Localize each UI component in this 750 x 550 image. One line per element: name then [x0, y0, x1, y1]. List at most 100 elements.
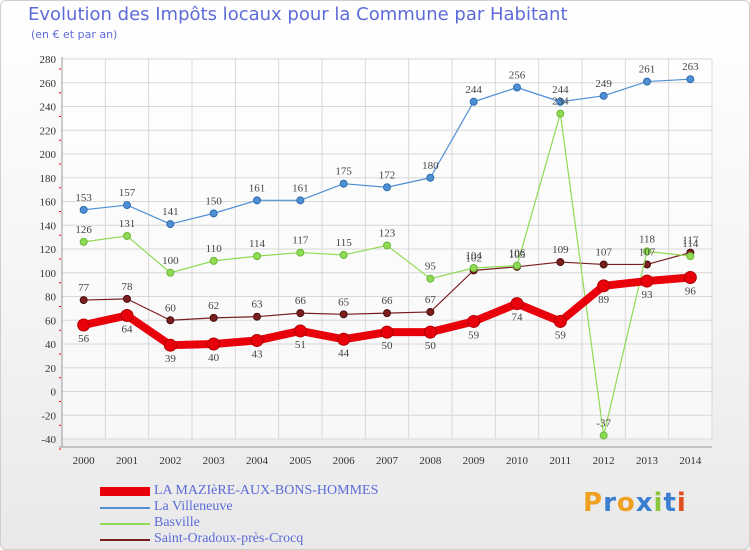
- data-label: -37: [596, 417, 611, 429]
- data-point: [166, 316, 175, 325]
- data-point: [123, 294, 131, 303]
- data-label: 59: [468, 329, 480, 341]
- data-label: 118: [639, 233, 656, 245]
- data-label: 106: [509, 248, 526, 260]
- legend-swatch: [100, 539, 150, 541]
- data-point: [643, 247, 651, 256]
- data-point: [209, 209, 218, 218]
- data-point: [207, 337, 221, 351]
- y-tick-label: 60: [45, 315, 57, 327]
- data-point: [339, 310, 348, 319]
- data-label: 153: [75, 192, 92, 204]
- data-label: 50: [425, 340, 437, 352]
- data-point: [79, 296, 88, 305]
- data-label: 109: [552, 244, 569, 256]
- data-label: 172: [379, 169, 396, 181]
- data-label: 62: [208, 300, 219, 312]
- x-tick-label: 2004: [246, 455, 269, 467]
- y-tick-label: 240: [40, 102, 57, 114]
- data-point: [599, 431, 608, 440]
- data-point: [643, 77, 651, 86]
- data-point: [339, 250, 348, 259]
- x-tick-label: 2002: [159, 455, 181, 467]
- y-tick-label: 180: [40, 173, 57, 185]
- y-tick-label: 140: [40, 220, 57, 232]
- data-label: 110: [206, 243, 223, 255]
- x-tick-label: 2007: [376, 455, 399, 467]
- data-point: [250, 333, 264, 347]
- data-label: 244: [465, 84, 482, 96]
- y-tick-label: 160: [40, 197, 57, 209]
- chart-subtitle: (en € et par an): [31, 28, 118, 41]
- legend-label: La Villeneuve: [154, 499, 233, 514]
- data-label: 74: [512, 312, 524, 324]
- data-point: [513, 83, 521, 92]
- data-label: 244: [552, 84, 569, 96]
- data-label: 66: [382, 295, 394, 307]
- data-label: 157: [119, 187, 136, 199]
- x-tick-label: 2001: [116, 455, 138, 467]
- data-point: [597, 279, 611, 293]
- data-point: [166, 268, 175, 277]
- y-tick-label: 200: [40, 149, 57, 161]
- data-point: [296, 248, 305, 257]
- data-point: [123, 231, 131, 240]
- data-label: 78: [122, 281, 134, 293]
- data-point: [686, 75, 695, 84]
- legend-swatch: [100, 523, 150, 525]
- data-point: [513, 261, 521, 270]
- legend-swatch: [100, 507, 150, 509]
- x-tick-label: 2011: [550, 455, 572, 467]
- data-point: [599, 260, 608, 269]
- y-tick-label: 100: [40, 268, 57, 280]
- data-label: 63: [252, 299, 264, 311]
- data-point: [163, 338, 177, 352]
- data-point: [253, 196, 261, 205]
- x-tick-label: 2009: [463, 455, 486, 467]
- data-point: [166, 220, 175, 229]
- data-label: 117: [292, 235, 309, 247]
- data-label: 51: [295, 339, 306, 351]
- data-point: [339, 179, 348, 188]
- data-point: [383, 241, 391, 250]
- data-label: 256: [509, 70, 526, 82]
- logo-letter: P: [583, 488, 604, 518]
- data-label: 180: [422, 160, 439, 172]
- legend-label: Saint-Oradoux-près-Crocq: [154, 531, 304, 546]
- x-tick-label: 2008: [419, 455, 442, 467]
- data-label: 39: [165, 353, 177, 365]
- data-point: [123, 201, 131, 210]
- legend-label: Basville: [154, 515, 200, 530]
- data-label: 50: [382, 340, 394, 352]
- data-point: [383, 309, 391, 318]
- data-point: [599, 91, 608, 100]
- data-point: [426, 274, 435, 283]
- data-label: 77: [78, 282, 90, 294]
- logo-letter: t: [663, 488, 677, 518]
- data-point: [469, 264, 478, 272]
- data-label: 89: [598, 294, 610, 306]
- data-label: 107: [595, 246, 612, 258]
- data-point: [209, 256, 218, 265]
- data-point: [556, 97, 565, 106]
- data-label: 93: [642, 289, 654, 301]
- data-point: [469, 97, 478, 106]
- data-label: 115: [336, 237, 353, 249]
- x-tick-label: 2013: [636, 455, 659, 467]
- data-label: 114: [249, 238, 266, 250]
- data-label: 96: [685, 286, 697, 298]
- data-point: [426, 173, 435, 182]
- logo-letter: i: [676, 488, 687, 518]
- y-tick-label: 120: [40, 244, 57, 256]
- axis-layer: -40 -20 0 20 40 60 80 100 120 140 160 180 200 220 240 2…: [40, 54, 712, 467]
- proxiti-logo: Proxiti: [583, 488, 687, 518]
- data-point: [556, 258, 565, 267]
- x-tick-label: 2003: [203, 455, 226, 467]
- y-tick-label: -40: [41, 434, 56, 446]
- data-label: 261: [639, 64, 656, 76]
- data-point: [79, 237, 88, 246]
- x-tick-label: 2010: [506, 455, 529, 467]
- data-label: 263: [682, 61, 699, 73]
- data-point: [209, 313, 218, 322]
